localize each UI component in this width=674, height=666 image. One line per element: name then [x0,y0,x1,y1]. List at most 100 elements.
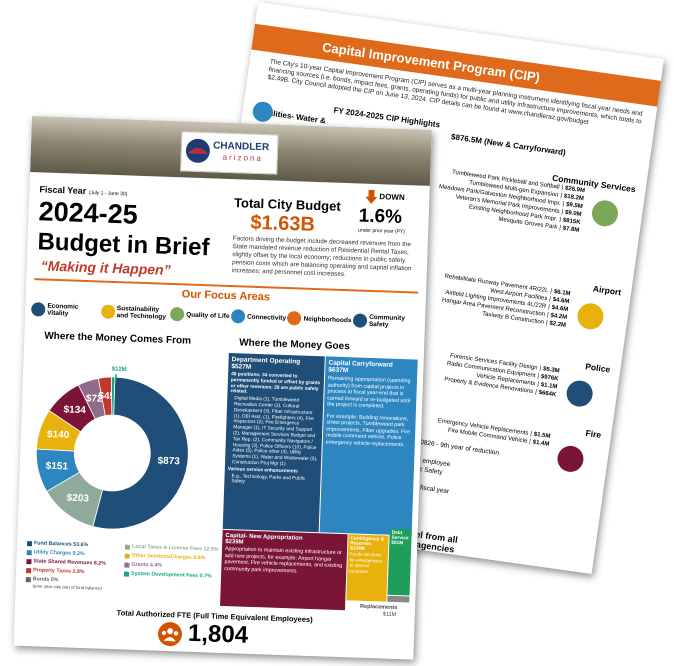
year: 2024-25 [38,196,139,230]
highlights-title: FY 2024-2025 CIP Highlights [333,105,441,130]
focus-label: Neighborhoods [303,315,352,324]
item-value: $5.3M [542,366,560,375]
dept-line: 48 positions: 34 converted to permanentl… [230,372,321,396]
tagline: “Making it Happen” [40,257,171,278]
logo-sub: arizona [222,152,264,164]
value-label: $12M [112,367,127,374]
down-arrow [365,189,378,204]
item-value: $9.5M [565,201,584,211]
focus-item: Quality of Life [169,302,230,328]
cont-box: Contingency & Reserves $134M Funds set a… [346,534,389,602]
legend-swatch [124,570,130,577]
value-label: $203 [66,493,89,505]
legend-item: State Shared Revenues 8.2% [26,558,106,567]
item-value: $664K [538,389,557,399]
value-label: $873 [157,456,180,468]
item-value: $815K [562,217,581,226]
focus-icon [31,302,46,317]
budget-page: CHANDLER arizona Fiscal Year (July 1 - J… [13,116,432,660]
focus-item: Neighborhoods [287,306,352,332]
value-label: $134 [63,404,86,416]
legend-swatch [26,567,32,573]
focus-label: Community Safety [368,313,405,329]
legend-swatch [26,549,32,555]
budget-text: Factors driving the budget include decre… [231,235,412,279]
debt-box: Debt Service $81M [387,528,412,596]
legend-item: Property Taxes 2.8% [26,567,85,575]
item-value: $4.2M [550,312,568,322]
legend-item: System Development Fees 0.7% [124,570,212,580]
section-icon [564,378,595,409]
item-value: $2.2M [548,320,567,329]
highlights-total: $876.5M (New & Carryforward) [450,132,567,158]
goes-title: Where the Money Goes [239,337,350,353]
focus-label: Quality of Life [186,311,230,320]
item-value: $4.6M [551,304,569,314]
dept-line: E.g., Technology, Parks and Public Safet… [231,473,306,485]
focus-item: Economic Vitality [31,297,100,323]
donut-slice [111,376,116,416]
focus-icon [352,313,368,328]
legend-swatch [25,576,31,582]
legend-swatch [124,544,131,550]
legend-label: Utility Charges 9.2% [33,549,85,558]
carry-line: For example: Building renovations, stree… [325,412,411,448]
focus-icon [100,304,115,320]
focus-icon [230,309,246,324]
focus-item: Sustainability and Technology [100,300,169,326]
item-value: $7.8M [562,225,580,234]
legend-label: Other Services/Charges 8.6% [131,552,206,562]
item-value: $1.5M [533,431,551,440]
doc-title: Budget in Brief [37,228,210,262]
value-label: $45 [98,391,115,403]
legend: Fund Balances 53.6% Local Taxes & License… [25,540,222,601]
logo: CHANDLER [212,140,270,154]
budget-value: $1.63B [250,211,316,236]
change-value: 1.6% [358,205,403,228]
fiscal-year: Fiscal Year (July 1 - June 30) [39,184,127,197]
focus-label: Connectivity [246,313,287,322]
bonds-note: (prior year sale part of fund balance) [32,583,102,591]
focus-icon [169,306,185,322]
legend-swatch [124,561,130,568]
people-icon [158,622,183,647]
focus-icon [287,311,302,326]
legend-label: Local Taxes & License Fees 12.5% [131,543,219,553]
focus-label: Sustainability and Technology [116,305,167,321]
legend-item: Utility Charges 9.2% [26,549,85,558]
item-value: $976K [540,374,559,383]
legend-item: Bonds 0% [25,576,59,584]
debt-value: $81M [391,540,404,547]
item-value: $1.1M [540,382,558,391]
dept-line: Digital Media (1), Tumbleweed Recreation… [231,396,318,468]
value-label: $140 [47,429,70,441]
legend-label: System Development Fees 0.7% [130,570,212,580]
carry-line: Remaining appropriation (spending author… [327,375,411,410]
legend-label: Property Taxes 2.8% [33,567,85,576]
item-value: $4.6M [552,296,570,306]
focus-item: Connectivity [230,304,287,330]
legend-label: Bonds 0% [32,576,59,584]
item-value: $6.1M [553,289,571,298]
new-box: Capital- New Appropriation $239M Appropr… [220,529,348,611]
change-note: under prior year (PY) [358,227,405,236]
legend-item: Grants 4.4% [124,561,162,569]
new-text: Appropriation to maintain existing infra… [224,546,343,575]
logo-mark [185,138,210,163]
legend-label: Fund Balances 53.6% [33,540,89,549]
fy-note: (July 1 - June 30) [88,190,128,198]
item-value: $9.0M [564,209,582,219]
util-icon [251,100,275,124]
change-dir: DOWN [379,192,405,203]
value-label: $72 [86,393,103,405]
section-icon [575,301,606,332]
focus-label: Economic Vitality [47,302,79,318]
legend-item: Other Services/Charges 8.6% [124,552,206,562]
value-label: $151 [46,461,69,473]
legend-swatch [27,540,33,546]
repl-title: Replacements [359,603,398,612]
cont-text: Funds set aside for emergencies or speci… [349,551,383,574]
debt-title: Debt Service [391,530,409,542]
section-icon [590,198,620,229]
